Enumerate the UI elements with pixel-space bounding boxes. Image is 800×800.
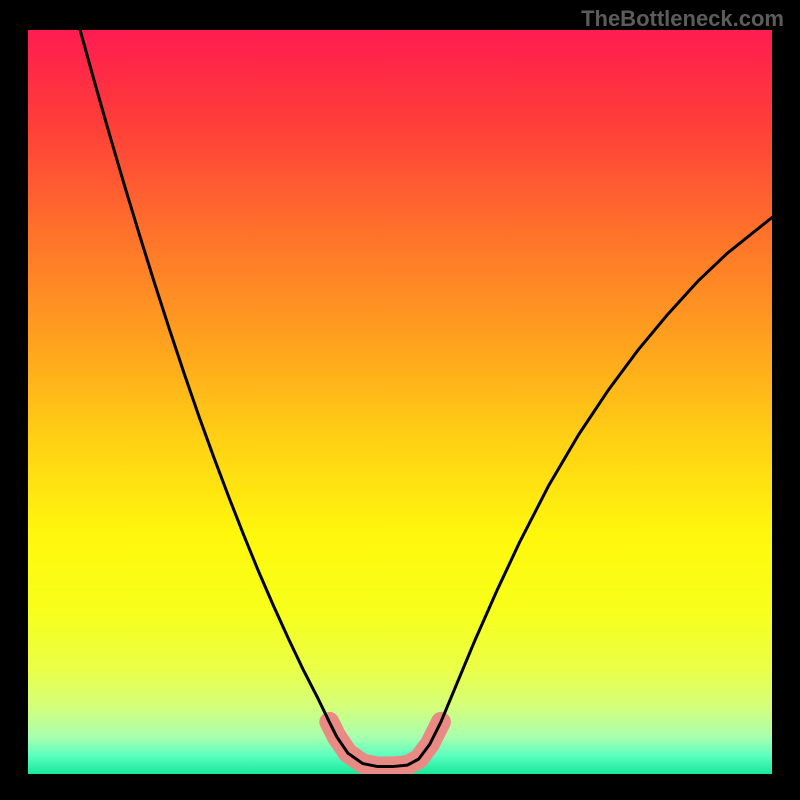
plot-area — [28, 30, 772, 774]
main-curve-path — [80, 30, 772, 767]
watermark-text: TheBottleneck.com — [581, 6, 784, 32]
trough-marker-path — [329, 722, 441, 767]
curve-layer — [28, 30, 772, 774]
